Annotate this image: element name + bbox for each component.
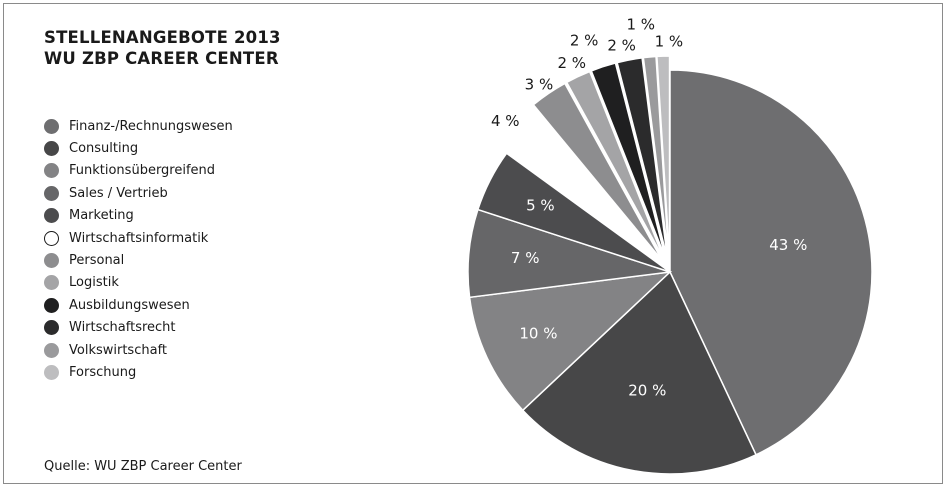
pie-slice <box>495 105 661 264</box>
legend-item: Wirtschaftsrecht <box>44 317 233 339</box>
pie-slice <box>565 70 665 260</box>
legend-swatch <box>44 230 59 246</box>
legend-item: Finanz-/Rechnungswesen <box>44 115 233 137</box>
slice-label: 3 % <box>525 76 554 94</box>
slice-label: 2 % <box>570 32 599 50</box>
slice-label: 2 % <box>557 54 586 72</box>
legend-item: Sales / Vertrieb <box>44 182 233 204</box>
pie-slice <box>532 82 663 261</box>
legend-label: Wirtschaftsinformatik <box>69 230 209 246</box>
legend-item: Ausbildungswesen <box>44 294 233 316</box>
chart-legend: Finanz-/Rechnungswesen Consulting Funktion… <box>44 115 233 384</box>
pie-slice <box>616 57 669 259</box>
legend-item: Volkswirtschaft <box>44 339 233 361</box>
slice-label: 43 % <box>769 236 807 254</box>
slice-label: 10 % <box>519 324 557 342</box>
chart-title: STELLENANGEBOTE 2013 WU ZBP CAREER CENTE… <box>44 27 281 69</box>
slice-label: 4 % <box>491 112 520 130</box>
legend-swatch <box>44 163 59 179</box>
legend-swatch <box>44 342 59 358</box>
legend-item: Marketing <box>44 205 233 227</box>
pie-slice <box>669 69 873 456</box>
legend-label: Personal <box>69 253 125 269</box>
legend-label: Sales / Vertrieb <box>69 185 168 201</box>
legend-swatch <box>44 297 59 313</box>
legend-label: Finanz-/Rechnungswesen <box>69 118 233 134</box>
legend-item: Wirtschaftsinformatik <box>44 227 233 249</box>
pie-slice <box>468 270 673 412</box>
legend-label: Wirtschaftsrecht <box>69 320 176 336</box>
slice-label: 5 % <box>526 196 555 214</box>
legend-swatch <box>44 364 59 380</box>
legend-label: Consulting <box>69 141 139 157</box>
legend-item: Forschung <box>44 361 233 383</box>
source-note: Quelle: WU ZBP Career Center <box>44 459 242 474</box>
legend-swatch <box>44 208 59 224</box>
legend-label: Logistik <box>69 275 119 291</box>
legend-swatch <box>44 275 59 291</box>
legend-item: Personal <box>44 249 233 271</box>
pie-slice <box>521 270 758 475</box>
legend-label: Funktionsübergreifend <box>69 163 216 179</box>
legend-label: Ausbildungswesen <box>69 297 190 313</box>
legend-swatch <box>44 253 59 269</box>
pie-slice <box>590 62 667 259</box>
legend-item: Consulting <box>44 137 233 159</box>
legend-swatch <box>44 185 59 201</box>
slice-label: 1 % <box>626 16 655 34</box>
legend-label: Marketing <box>69 208 134 224</box>
legend-label: Forschung <box>69 364 137 380</box>
legend-swatch <box>44 320 59 336</box>
chart-title-line-2: WU ZBP CAREER CENTER <box>44 49 279 68</box>
slice-label: 7 % <box>511 249 540 267</box>
slice-label: 20 % <box>628 382 666 400</box>
legend-swatch <box>44 141 59 157</box>
legend-item: Logistik <box>44 272 233 294</box>
pie-slice <box>642 55 670 259</box>
pie-slice <box>476 152 671 273</box>
slice-label: 2 % <box>607 37 636 55</box>
chart-title-line-1: STELLENANGEBOTE 2013 <box>44 28 281 47</box>
pie-slice <box>656 55 671 259</box>
legend-item: Funktionsübergreifend <box>44 160 233 182</box>
legend-label: Volkswirtschaft <box>69 342 168 358</box>
slice-label: 1 % <box>655 33 684 51</box>
legend-swatch <box>44 118 59 134</box>
